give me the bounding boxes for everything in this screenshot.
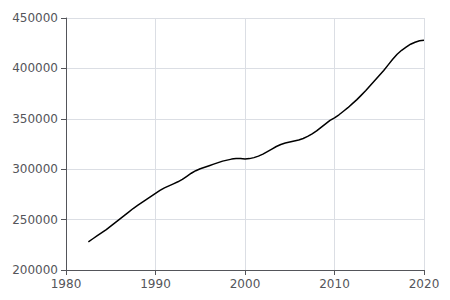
- svg-text:2010: 2010: [319, 277, 350, 291]
- svg-text:200000: 200000: [12, 263, 58, 277]
- svg-text:1980: 1980: [51, 277, 82, 291]
- svg-text:300000: 300000: [12, 162, 58, 176]
- svg-text:400000: 400000: [12, 61, 58, 75]
- svg-text:350000: 350000: [12, 112, 58, 126]
- svg-text:2000: 2000: [230, 277, 261, 291]
- svg-text:250000: 250000: [12, 213, 58, 227]
- svg-text:2020: 2020: [409, 277, 440, 291]
- svg-text:1990: 1990: [140, 277, 171, 291]
- svg-text:450000: 450000: [12, 11, 58, 25]
